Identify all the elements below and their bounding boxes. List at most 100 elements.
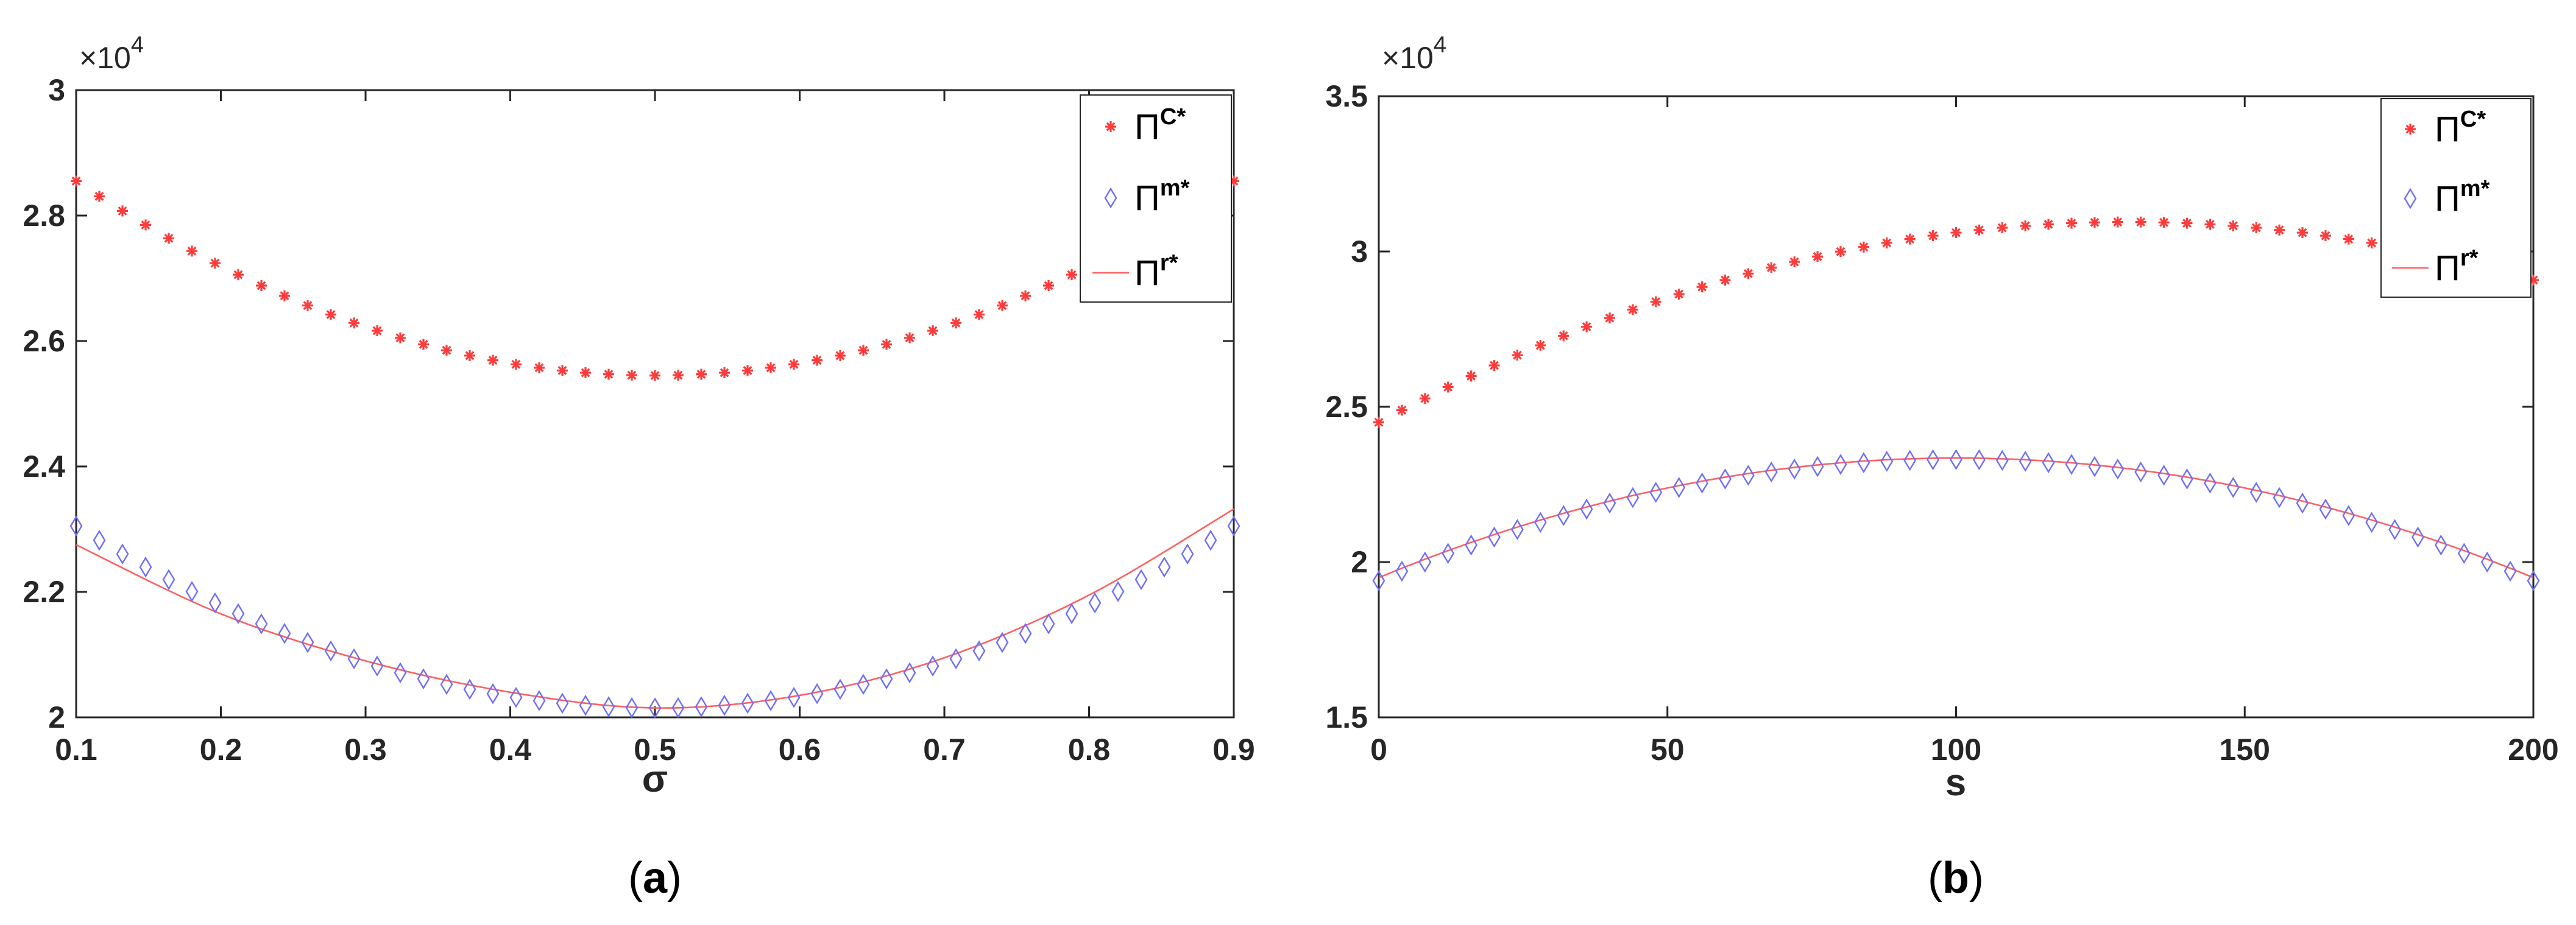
data-point-m [1719,468,1732,490]
x-tick-label: 50 [1651,733,1685,767]
y-tick-label: 2 [48,700,65,734]
x-tick-label: 0.8 [1068,733,1111,767]
data-point-c [580,367,591,379]
data-point-m [2181,468,2193,490]
legend-label-1: Πm* [1134,175,1190,218]
data-point-m [1626,487,1640,508]
data-point-m [2527,570,2540,591]
data-point-m [2204,472,2217,494]
data-point-c [210,258,221,269]
data-point-c [2366,237,2377,248]
data-point-m [1742,465,1755,486]
y-tick-label: 2.8 [23,199,65,233]
data-point-m [2226,477,2240,498]
y-tick-label: 2.2 [23,575,65,609]
data-point-c [858,345,869,356]
data-point-m [486,683,500,705]
data-point-c [742,365,753,376]
legend-b: ΠC* Πm* Πr* [2380,98,2532,298]
x-axis-label-b: s [1945,762,1966,804]
y-tick-label: 3 [1351,234,1368,269]
data-point-c [997,300,1008,311]
data-point-c [163,233,174,244]
x-tick-label: 0.9 [1212,733,1255,767]
data-point-m [139,556,152,578]
data-point-c [1789,256,1800,268]
y-axis-a: 2 2.2 2.4 2.6 2.8 3 [23,73,1234,734]
data-point-m [972,640,986,662]
data-point-c [1512,350,1523,361]
data-point-c [1950,227,1962,239]
y-tick-label: 3.5 [1325,79,1368,113]
data-point-m [2111,458,2125,480]
data-point-c [233,269,244,281]
chart-panel-a: 0.1 0.2 0.3 0.4 0.5 0.6 0.7 0.8 0.9 2 2.2 2.4 2.6 2.… [23,32,1254,902]
y-exponent-b: ×104 [1382,32,1446,75]
data-point-c [2204,219,2216,230]
data-point-m [718,694,731,716]
data-point-c [603,368,614,380]
legend-label-2: Πr* [1134,250,1178,293]
data-point-m [556,692,569,714]
x-tick-label: 0.7 [923,733,966,767]
data-point-m [2388,519,2401,540]
series-line-r [1378,457,2534,579]
data-point-m [2435,534,2447,556]
data-point-m [1557,505,1570,527]
data-point-m [1580,498,1593,520]
legend-marker-diamond [1104,187,1117,209]
data-point-c [2020,220,2031,231]
data-point-c [1465,370,1477,382]
data-point-m [1672,477,1686,498]
data-point-c [464,350,475,361]
data-point-m [903,662,916,684]
data-point-c [1066,269,1077,281]
data-point-c [2251,222,2262,233]
plot-area-b [1378,95,2535,719]
data-point-m [1181,543,1194,565]
data-point-m [1649,482,1663,503]
data-point-m [255,613,268,635]
data-point-c [1812,251,1824,262]
data-point-c [1627,304,1638,315]
legend-item-0: ΠC* [2405,107,2486,149]
data-point-c [1696,281,1708,293]
data-point-m [1158,556,1171,578]
data-point-c [1766,262,1777,273]
data-point-m [1019,622,1032,644]
data-point-m [370,655,384,677]
data-point-m [1880,451,1894,472]
data-point-m [208,592,222,614]
data-point-m [2503,560,2517,582]
data-point-c [302,300,313,311]
x-tick-label: 0.4 [489,733,532,767]
data-point-c [2274,224,2285,236]
data-point-m [1111,581,1125,602]
legend-item-0: ΠC* [1105,104,1186,147]
data-point-c [441,345,452,356]
legend-marker-star [1105,121,1116,132]
data-point-m [1065,603,1078,625]
data-point-m [648,697,662,719]
x-tick-label: 200 [2508,733,2558,767]
data-point-m [2019,451,2032,472]
data-point-c [1488,360,1500,371]
panel-label-a: (a) [628,854,682,902]
data-point-c [279,290,290,301]
data-point-m [1950,449,1962,471]
data-point-c [1719,274,1731,286]
data-point-m [69,515,83,537]
data-point-m [1088,592,1102,614]
data-point-c [696,368,707,380]
data-point-m [787,687,801,708]
data-point-m [2480,551,2494,573]
data-point-m [602,696,615,717]
legend-marker-diamond [2404,188,2417,209]
data-point-c [1604,312,1615,324]
data-point-c [325,309,336,320]
data-point-m [324,640,338,662]
data-point-m [301,631,314,653]
data-point-c [557,365,568,376]
data-point-m [185,581,199,602]
